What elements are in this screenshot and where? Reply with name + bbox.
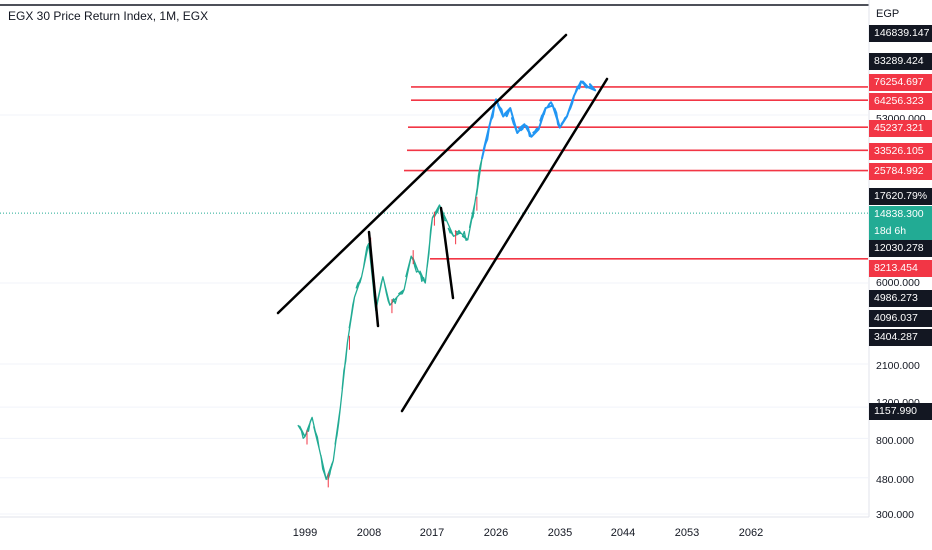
time-axis-tick: 2044 [610,527,636,539]
horizontal-levels [0,86,868,260]
trend-line[interactable] [400,77,609,413]
time-axis-tick: 2017 [419,527,445,539]
price-series [297,80,597,488]
price-tag-level: 25784.992 [869,163,932,180]
price-tag-level: 8213.454 [869,260,932,277]
time-axis-tick: 2062 [738,527,764,539]
price-tag-countdown: 18d 6h [869,223,932,240]
time-axis-tick: 1999 [292,527,318,539]
trend-line[interactable] [439,206,455,300]
price-tag-change: 17620.79% [869,188,932,205]
price-tag-level: 76254.697 [869,74,932,91]
trend-line[interactable] [276,33,568,315]
gridlines [0,114,868,515]
price-tag-low: 1157.990 [869,403,932,420]
price-tag-mid: 3404.287 [869,329,932,346]
price-tag-level: 64256.323 [869,93,932,110]
time-axis-tick: 2026 [483,527,509,539]
price-tag-top: 146839.147 [869,25,932,42]
time-axis-tick: 2035 [547,527,573,539]
price-axis-tick: 6000.000 [876,277,920,289]
currency-label: EGP [876,8,900,20]
trend-lines[interactable] [276,33,609,413]
price-axis-tick: 800.000 [876,435,914,447]
price-tag-mid: 4096.037 [869,310,932,327]
price-tag-level: 33526.105 [869,143,932,160]
time-axis-tick: 2008 [356,527,382,539]
price-axis-tick: 300.000 [876,509,914,521]
historical-price-line [297,158,483,481]
time-axis-tick: 2053 [674,527,700,539]
price-axis-tick: 480.000 [876,474,914,486]
price-tag-mid: 12030.278 [869,240,932,257]
price-tag-last: 14838.300 [869,206,932,223]
trend-line[interactable] [367,230,380,328]
price-tag-max: 83289.424 [869,53,932,70]
price-tag-mid: 4986.273 [869,290,932,307]
price-axis-tick: 2100.000 [876,360,920,372]
chart-title: EGX 30 Price Return Index, 1M, EGX [8,9,209,23]
projection-line [480,80,597,160]
price-tag-level: 45237.321 [869,120,932,137]
